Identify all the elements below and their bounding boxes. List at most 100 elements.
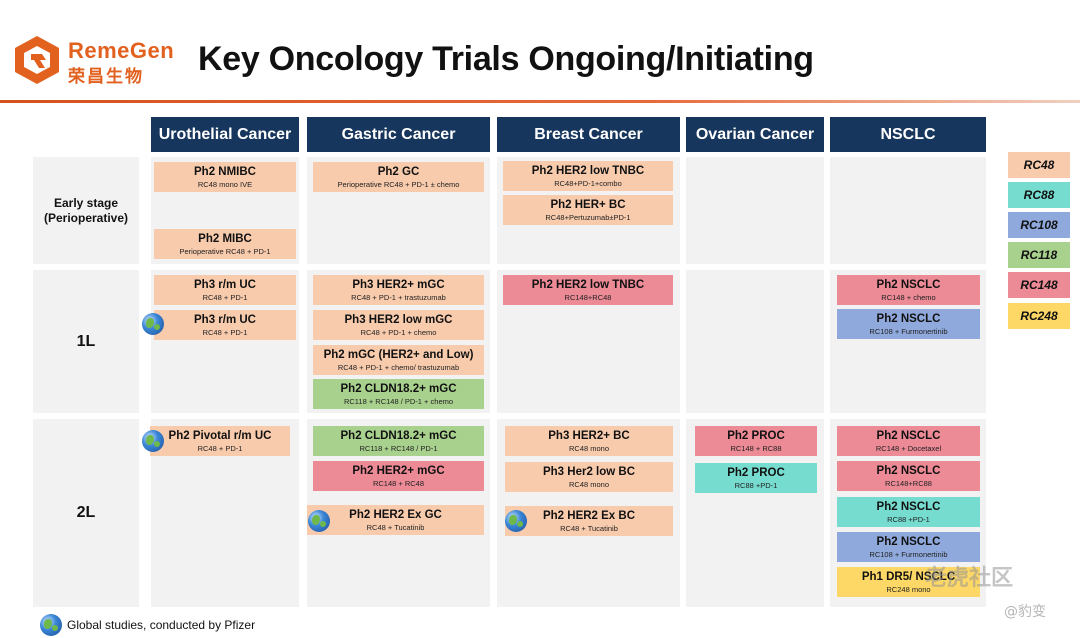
- trial-box: Ph2 HER2 low TNBC RC48+PD-1+combo: [503, 161, 673, 191]
- trial-box: Ph2 HER2 Ex BC RC48 + Tucatinib: [505, 506, 673, 536]
- trial-regimen: RC48+Pertuzumab±PD-1: [545, 212, 631, 222]
- column-header-breast: Breast Cancer: [497, 117, 680, 152]
- trial-regimen: Perioperative RC48 + PD-1 ± chemo: [337, 179, 460, 189]
- trial-box: Ph2 NSCLC RC108 + Furmonertinib: [837, 309, 980, 339]
- trial-box: Ph3 HER2 low mGC RC48 + PD-1 + chemo: [313, 310, 484, 340]
- trial-box: Ph2 GC Perioperative RC48 + PD-1 ± chemo: [313, 162, 484, 192]
- trial-box: Ph2 NSCLC RC148 + Docetaxel: [837, 426, 980, 456]
- trial-title: Ph2 HER+ BC: [550, 198, 626, 211]
- trial-box: Ph3 r/m UC RC48 + PD-1: [154, 310, 296, 340]
- trial-regimen: RC48 + PD-1 + chemo: [360, 327, 437, 337]
- remegen-logo-icon: [15, 36, 59, 84]
- cell-early-ovarian: [686, 157, 824, 264]
- trial-title: Ph2 NMIBC: [194, 165, 256, 178]
- logo-chinese-name: 荣昌生物: [68, 67, 144, 87]
- global-study-globe-icon: [505, 510, 527, 532]
- trial-box: Ph3 HER2+ BC RC48 mono: [505, 426, 673, 456]
- trial-regimen: RC88 +PD-1: [887, 514, 930, 524]
- row-label-1l: 1L: [33, 270, 139, 413]
- trial-regimen: RC88 +PD-1: [734, 480, 778, 490]
- trial-box: Ph1 DR5/ NSCLC RC248 mono: [837, 567, 980, 597]
- legend-rc248: RC248: [1008, 303, 1070, 329]
- trial-title: Ph2 NSCLC: [876, 464, 941, 477]
- watermark: 老虎社区: [925, 566, 1014, 591]
- trial-box: Ph2 NSCLC RC148 + chemo: [837, 275, 980, 305]
- trial-regimen: RC148 + RC88: [730, 443, 782, 453]
- trial-regimen: RC108 + Furmonertinib: [869, 326, 948, 336]
- trial-title: Ph2 HER2 low TNBC: [531, 164, 645, 177]
- global-study-globe-icon: [40, 614, 62, 636]
- trial-title: Ph3 HER2 low mGC: [344, 313, 453, 326]
- column-header-gastric: Gastric Cancer: [307, 117, 490, 152]
- trial-box: Ph2 HER2+ mGC RC148 + RC48: [313, 461, 484, 491]
- trial-regimen: RC48 mono: [568, 479, 610, 489]
- trial-regimen: RC148 + RC48: [372, 478, 425, 488]
- global-study-globe-icon: [308, 510, 330, 532]
- trial-regimen: RC108 + Furmonertinib: [869, 549, 948, 559]
- global-study-globe-icon: [142, 313, 164, 335]
- trial-box: Ph2 Pivotal r/m UC RC48 + PD-1: [150, 426, 290, 456]
- legend-rc148: RC148: [1008, 272, 1070, 298]
- trial-title: Ph2 HER2 Ex GC: [349, 508, 442, 521]
- trial-regimen: RC148+RC48: [564, 292, 612, 302]
- trial-box: Ph2 HER2 low TNBC RC148+RC48: [503, 275, 673, 305]
- trial-title: Ph2 HER2+ mGC: [352, 464, 445, 477]
- trial-box: Ph2 HER2 Ex GC RC48 + Tucatinib: [307, 505, 484, 535]
- trial-regimen: RC248 mono: [886, 584, 931, 594]
- watermark-handle: @豹变: [1004, 604, 1046, 620]
- trial-regimen: RC48 + PD-1: [202, 327, 248, 337]
- legend-rc48: RC48: [1008, 152, 1070, 178]
- trial-title: Ph2 mGC (HER2+ and Low): [323, 348, 474, 361]
- trial-regimen: RC48+PD-1+combo: [554, 178, 622, 188]
- trial-box: Ph3 Her2 low BC RC48 mono: [505, 462, 673, 492]
- trial-title: Ph3 HER2+ mGC: [352, 278, 445, 291]
- trial-box: Ph2 MIBC Perioperative RC48 + PD-1: [154, 229, 296, 259]
- trial-regimen: RC48 mono IVE: [197, 179, 253, 189]
- page-title: Key Oncology Trials Ongoing/Initiating: [198, 40, 814, 78]
- trial-title: Ph1 DR5/ NSCLC: [861, 570, 956, 583]
- trial-box: Ph2 PROC RC148 + RC88: [695, 426, 817, 456]
- trial-title: Ph2 PROC: [727, 466, 785, 479]
- trial-box: Ph2 PROC RC88 +PD-1: [695, 463, 817, 493]
- column-header-urothelial: Urothelial Cancer: [151, 117, 299, 152]
- trial-regimen: RC48 + Tucatinib: [366, 522, 425, 532]
- trial-title: Ph2 GC: [377, 165, 420, 178]
- trial-box: Ph2 mGC (HER2+ and Low) RC48 + PD-1 + ch…: [313, 345, 484, 375]
- trial-regimen: RC148+RC88: [885, 478, 932, 488]
- trial-regimen: RC48 + Tucatinib: [560, 523, 618, 533]
- trial-box: Ph2 HER+ BC RC48+Pertuzumab±PD-1: [503, 195, 673, 225]
- trial-regimen: RC118 + RC148 / PD-1: [359, 443, 438, 453]
- trial-regimen: RC148 + chemo: [881, 292, 936, 302]
- global-study-globe-icon: [142, 430, 164, 452]
- legend-rc108: RC108: [1008, 212, 1070, 238]
- trial-title: Ph2 CLDN18.2+ mGC: [340, 382, 457, 395]
- trial-title: Ph3 Her2 low BC: [542, 465, 636, 478]
- trial-regimen: RC48 + PD-1: [202, 292, 248, 302]
- row-label-early-stage: Early stage (Perioperative): [33, 157, 139, 264]
- trial-regimen: Perioperative RC48 + PD-1: [179, 246, 271, 256]
- trial-box: Ph2 CLDN18.2+ mGC RC118 + RC148 / PD-1: [313, 426, 484, 456]
- title-divider: [0, 100, 1080, 103]
- trial-regimen: RC48 + PD-1 + chemo/ trastuzumab: [337, 362, 460, 372]
- legend-rc88: RC88: [1008, 182, 1070, 208]
- trial-box: Ph2 NSCLC RC108 + Furmonertinib: [837, 532, 980, 562]
- trial-box: Ph2 NSCLC RC88 +PD-1: [837, 497, 980, 527]
- column-header-ovarian: Ovarian Cancer: [686, 117, 824, 152]
- trial-title: Ph2 NSCLC: [876, 278, 941, 291]
- cell-1l-ovarian: [686, 270, 824, 413]
- logo-wordmark: RemeGen: [68, 38, 175, 63]
- trial-box: Ph3 HER2+ mGC RC48 + PD-1 + trastuzumab: [313, 275, 484, 305]
- trial-regimen: RC48 mono: [568, 443, 610, 453]
- trial-regimen: RC148 + Docetaxel: [875, 443, 942, 453]
- trial-regimen: RC48 + PD-1 + trastuzumab: [351, 292, 446, 302]
- trial-regimen: RC48 + PD-1: [197, 443, 243, 453]
- trial-title: Ph2 PROC: [727, 429, 785, 442]
- trial-box: Ph2 CLDN18.2+ mGC RC118 + RC148 / PD-1 +…: [313, 379, 484, 409]
- cell-early-nsclc: [830, 157, 986, 264]
- trial-title: Ph3 HER2+ BC: [548, 429, 630, 442]
- trial-title: Ph2 NSCLC: [876, 535, 941, 548]
- trial-title: Ph3 r/m UC: [194, 278, 256, 291]
- trial-title: Ph2 MIBC: [198, 232, 252, 245]
- trial-title: Ph2 NSCLC: [876, 429, 941, 442]
- trial-box: Ph3 r/m UC RC48 + PD-1: [154, 275, 296, 305]
